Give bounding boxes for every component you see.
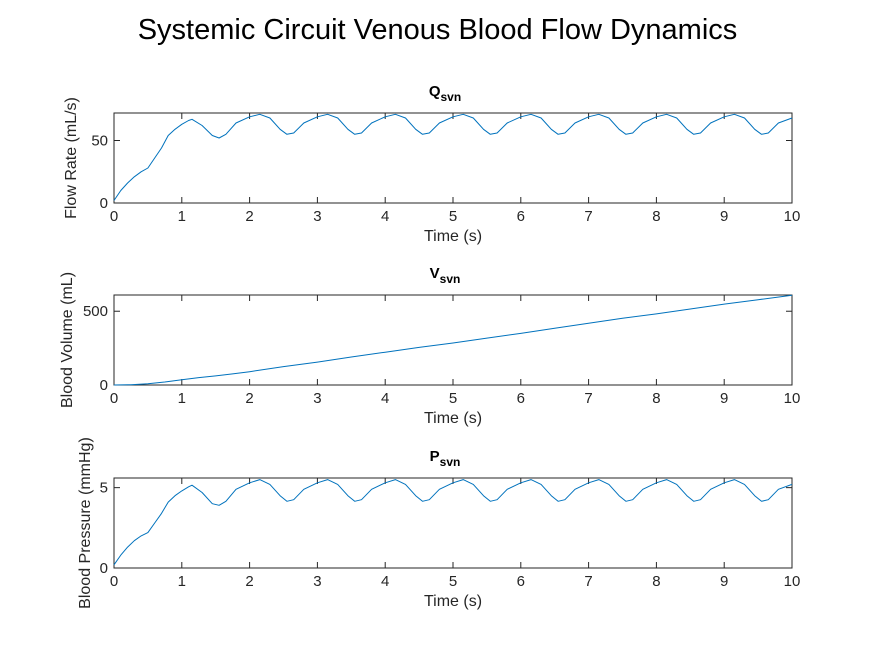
- x-tick-label: 9: [720, 208, 728, 225]
- y-tick-label: 500: [83, 303, 108, 320]
- x-tick-label: 2: [245, 390, 253, 407]
- x-tick-label: 7: [584, 573, 592, 590]
- panel-title: Qsvn: [429, 83, 461, 104]
- x-tick-label: 2: [245, 208, 253, 225]
- panel-title-sub: svn: [440, 455, 461, 469]
- x-axis-label: Time (s): [424, 410, 482, 427]
- panel-title-main: Q: [429, 83, 441, 100]
- axes-box: [113, 112, 793, 204]
- series-line: [113, 294, 793, 386]
- x-tick-label: 8: [652, 208, 660, 225]
- panel-title-sub: svn: [440, 90, 461, 104]
- panel-title-sub: svn: [440, 272, 461, 286]
- x-tick-label: 6: [517, 208, 525, 225]
- y-tick-label: 0: [100, 195, 108, 212]
- panel-title: Psvn: [430, 448, 461, 469]
- panel-3: 0 1 2 3 4 5 6 7 8 9 10 0 5 Time (s) Blood Pressure (mm…: [77, 437, 800, 610]
- x-tick-label: 1: [178, 573, 186, 590]
- x-tick-label: 2: [245, 573, 253, 590]
- x-tick-label: 3: [313, 390, 321, 407]
- x-tick-label: 4: [381, 573, 389, 590]
- x-tick-label: 0: [110, 573, 118, 590]
- x-tick-label: 10: [784, 573, 801, 590]
- y-axis-label: Blood Pressure (mmHg): [77, 437, 94, 609]
- axes-box: [113, 477, 793, 569]
- panel-title-main: V: [430, 265, 440, 282]
- x-tick-label: 8: [652, 573, 660, 590]
- y-axis-label: Blood Volume (mL): [59, 272, 76, 408]
- x-tick-label: 0: [110, 390, 118, 407]
- x-tick-label: 1: [178, 390, 186, 407]
- x-tick-label: 7: [584, 390, 592, 407]
- axes-box: [113, 294, 793, 386]
- x-tick-label: 1: [178, 208, 186, 225]
- x-tick-label: 3: [313, 208, 321, 225]
- y-tick-label: 0: [100, 377, 108, 394]
- x-tick-label: 9: [720, 390, 728, 407]
- x-tick-label: 5: [449, 208, 457, 225]
- x-tick-label: 0: [110, 208, 118, 225]
- x-tick-label: 5: [449, 390, 457, 407]
- x-tick-label: 5: [449, 573, 457, 590]
- y-tick-label: 50: [91, 133, 108, 150]
- x-tick-label: 9: [720, 573, 728, 590]
- x-tick-label: 4: [381, 208, 389, 225]
- x-tick-label: 6: [517, 573, 525, 590]
- y-tick-label: 5: [100, 480, 108, 497]
- x-tick-label: 3: [313, 573, 321, 590]
- series-line: [113, 479, 793, 566]
- x-tick-label: 8: [652, 390, 660, 407]
- panel-title: Vsvn: [430, 265, 461, 286]
- x-tick-label: 10: [784, 390, 801, 407]
- y-tick-label: 0: [100, 560, 108, 577]
- x-tick-label: 4: [381, 390, 389, 407]
- panel-2: 0 1 2 3 4 5 6 7 8 9 10 0 500 Time (s) Blood Volume (mL…: [59, 265, 800, 427]
- x-tick-label: 10: [784, 208, 801, 225]
- x-axis-label: Time (s): [424, 228, 482, 245]
- x-axis-label: Time (s): [424, 593, 482, 610]
- y-axis-label: Flow Rate (mL/s): [63, 97, 80, 219]
- panel-1: 0 1 2 3 4 5 6 7 8 9 10 0 50 Time (s) Flow Rate (mL/s) Q…: [63, 83, 800, 245]
- x-tick-label: 7: [584, 208, 592, 225]
- series-line: [113, 113, 793, 201]
- figure-title: Systemic Circuit Venous Blood Flow Dynam…: [137, 14, 738, 46]
- x-tick-label: 6: [517, 390, 525, 407]
- panel-title-main: P: [430, 448, 440, 465]
